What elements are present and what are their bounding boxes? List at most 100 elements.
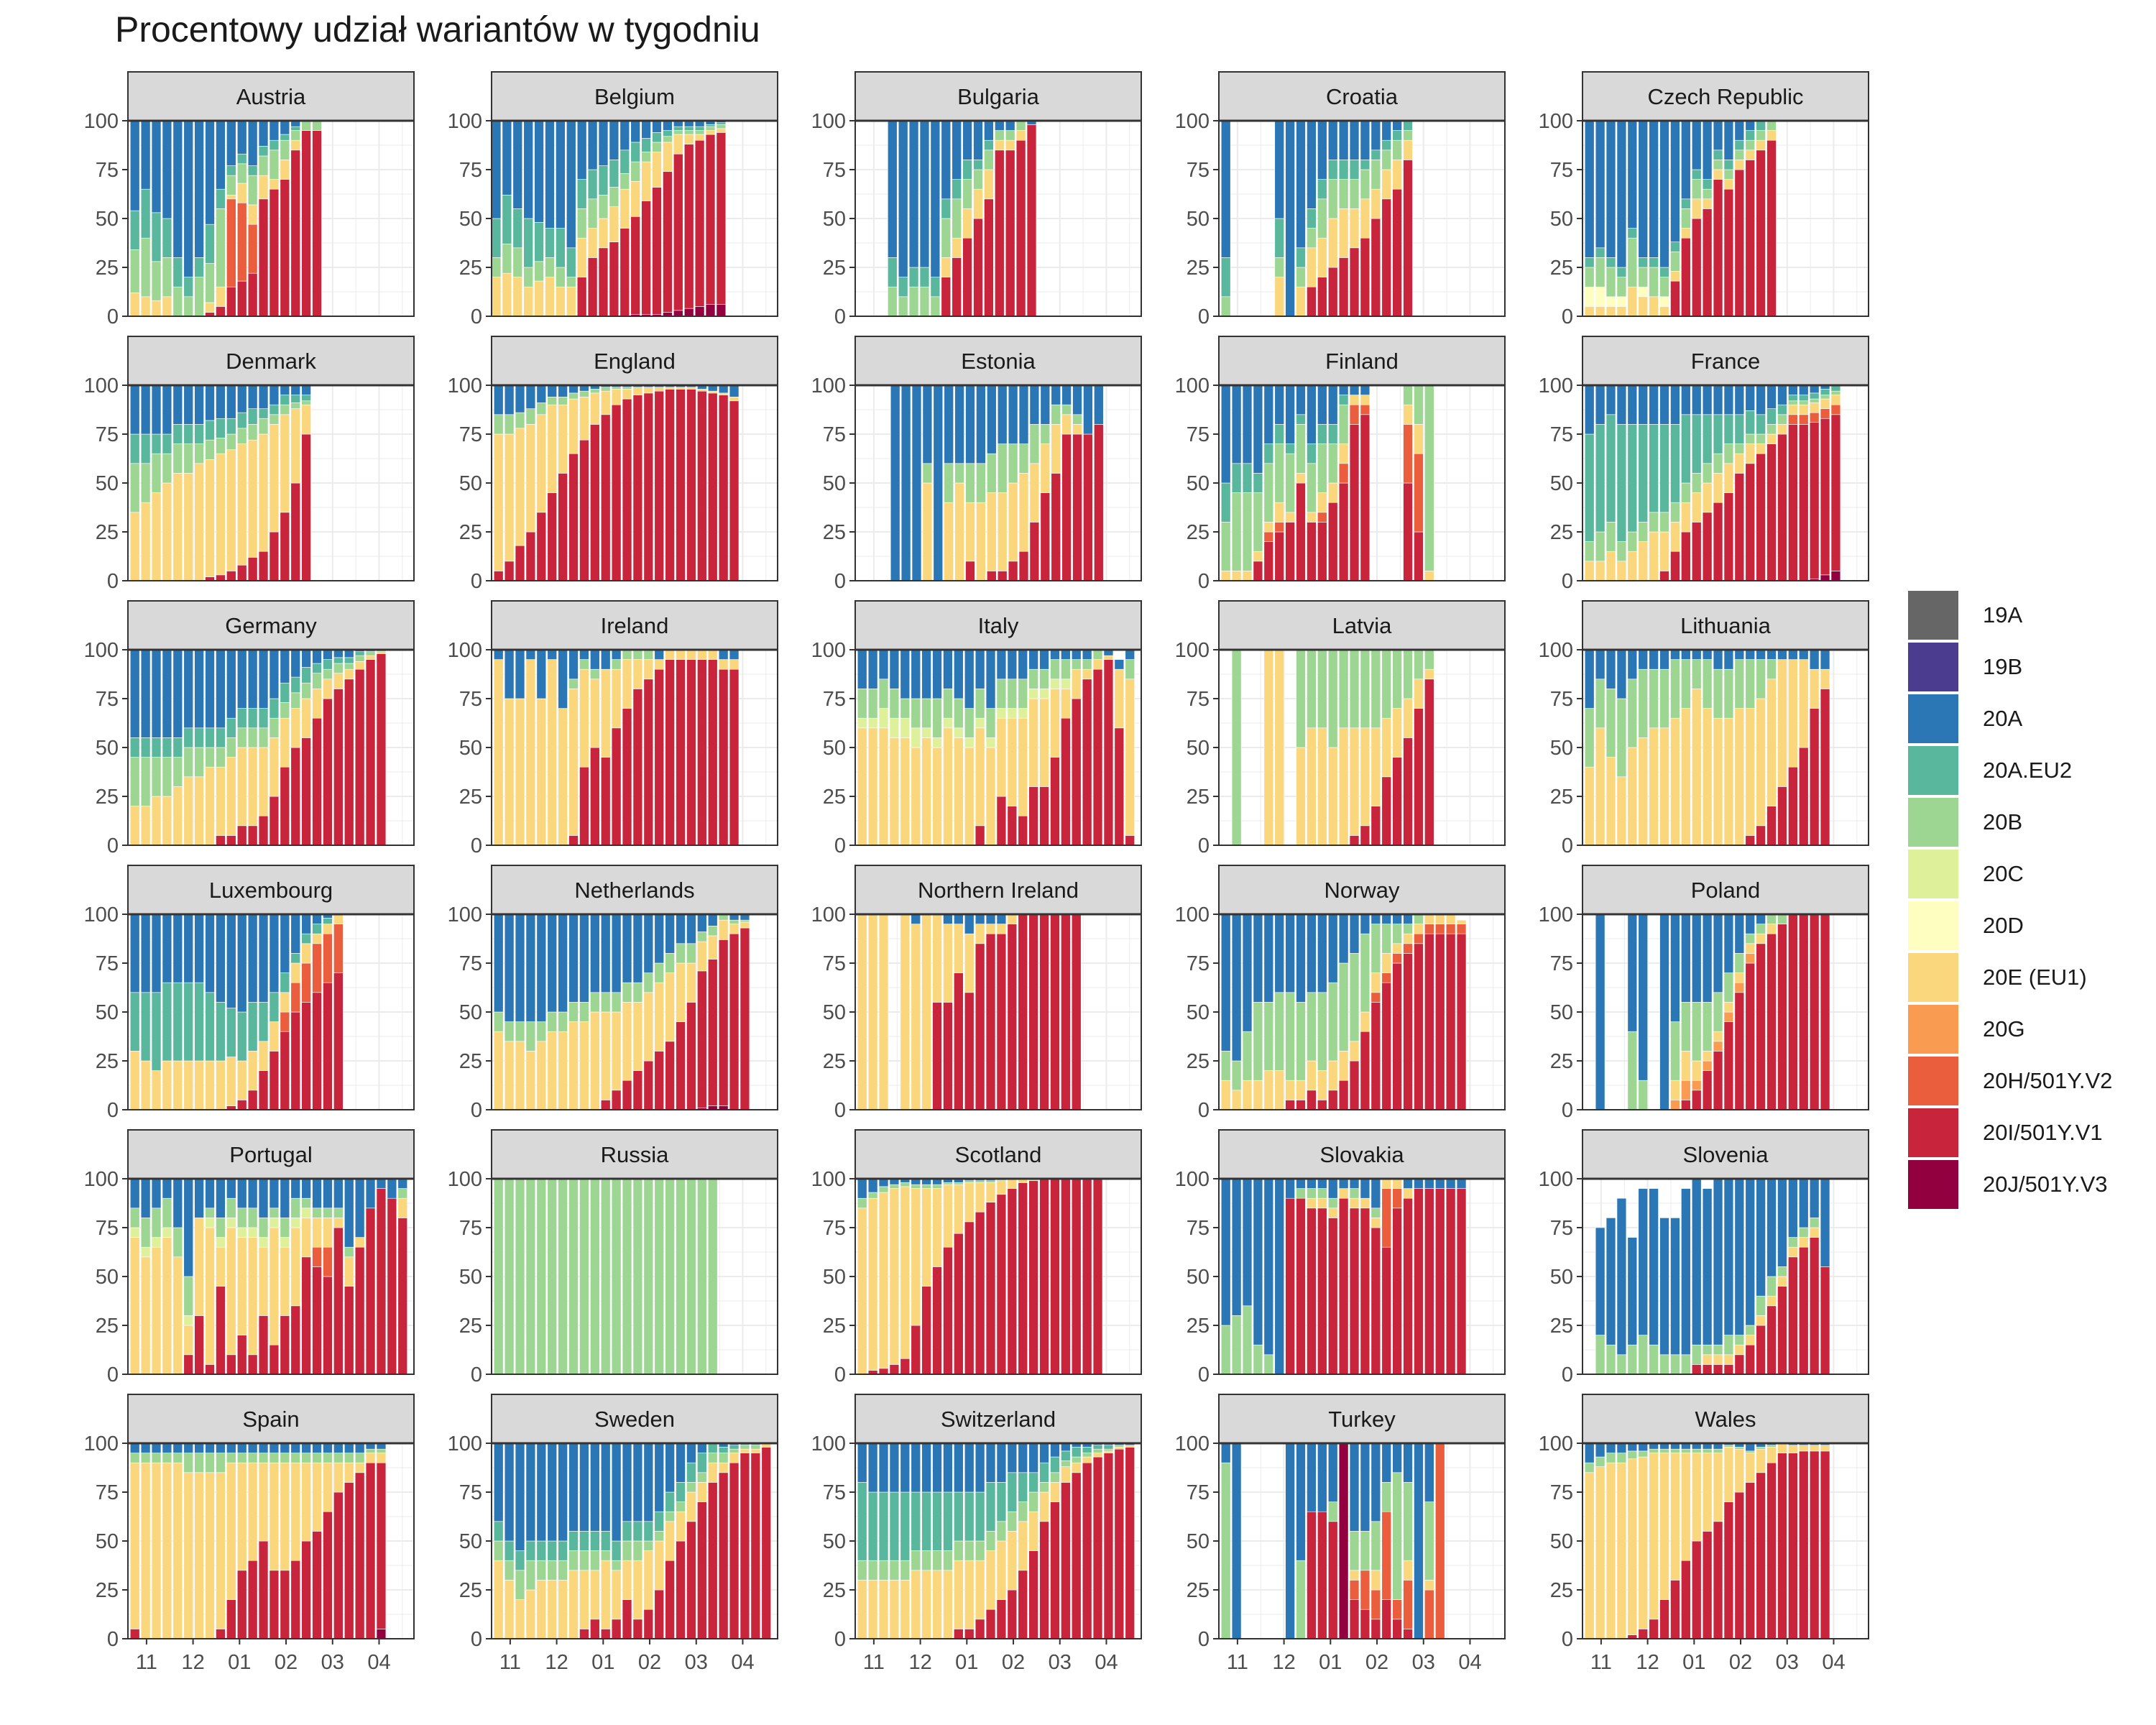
bar-segment (301, 395, 311, 402)
bar-segment (344, 1246, 354, 1258)
bar-segment (269, 649, 280, 699)
bar-segment (236, 428, 247, 444)
bar-segment (1584, 267, 1595, 288)
bar-segment (922, 385, 933, 464)
bar-segment (643, 992, 654, 1062)
bar-segment (632, 1178, 643, 1375)
bar-segment (911, 727, 921, 748)
bar-segment (1327, 1501, 1338, 1522)
bar-segment (504, 1540, 515, 1561)
bar-segment (301, 1462, 311, 1542)
bar-segment (1766, 1445, 1777, 1448)
bar-segment (1723, 385, 1734, 415)
bar-segment (323, 1511, 333, 1639)
bar-segment (1691, 1453, 1702, 1542)
bar-segment (1381, 150, 1391, 170)
bar-segment (236, 825, 247, 846)
bar-segment (954, 1629, 964, 1639)
bar-segment (1659, 267, 1669, 277)
bar-segment (1820, 1266, 1830, 1375)
bar-segment (1370, 1208, 1381, 1218)
y-tick-label: 25 (1187, 1579, 1210, 1602)
bar-segment (590, 914, 600, 993)
y-tick-label: 50 (96, 472, 119, 495)
bar-segment (1403, 649, 1413, 699)
bar-segment (1745, 933, 1755, 944)
bar-segment (280, 120, 290, 135)
bar-segment (1745, 708, 1755, 836)
bar-segment (1670, 659, 1680, 719)
bar-segment (1788, 1256, 1798, 1375)
bar-segment (900, 717, 911, 738)
bar-segment (1231, 1090, 1242, 1110)
bar-segment (889, 1560, 900, 1581)
bar-segment (226, 1218, 236, 1228)
bar-segment (547, 404, 557, 493)
bar-segment (579, 1178, 589, 1375)
bar-segment (323, 668, 333, 680)
bar-segment (290, 1178, 300, 1199)
bar-segment (964, 1491, 975, 1542)
bar-segment (587, 228, 598, 258)
bar-segment (1606, 1344, 1616, 1375)
y-tick-label: 75 (1187, 1481, 1210, 1504)
bar-segment (558, 914, 568, 1013)
bar-segment (1220, 1080, 1231, 1110)
bar-segment (1616, 1197, 1627, 1356)
bar-segment (312, 1178, 322, 1209)
bar-segment (609, 242, 619, 317)
bar-segment (1659, 649, 1669, 670)
bar-segment (889, 689, 900, 719)
bar-segment (632, 1002, 643, 1071)
bar-segment (247, 1227, 258, 1238)
bar-segment (247, 1443, 258, 1453)
bar-segment (1616, 649, 1627, 699)
legend-swatch (1908, 1160, 1958, 1209)
y-tick-label: 50 (1187, 737, 1210, 760)
bar-segment (1231, 914, 1242, 1062)
bar-segment (1327, 1443, 1338, 1502)
bar-segment (1220, 385, 1231, 484)
bar-segment (1092, 668, 1103, 846)
bar-segment (1231, 571, 1242, 581)
bar-segment (515, 428, 525, 546)
bar-segment (611, 1178, 622, 1375)
y-tick-label: 25 (96, 257, 119, 280)
bar-segment (1018, 678, 1028, 709)
bar-segment (323, 1453, 333, 1463)
bar-segment (965, 463, 975, 503)
bar-segment (247, 1178, 258, 1209)
bar-segment (954, 385, 964, 464)
bar-segment (1338, 727, 1349, 846)
bar-segment (1338, 1197, 1349, 1375)
bar-segment (1627, 385, 1638, 425)
bar-segment (1584, 120, 1595, 258)
bar-segment (1061, 717, 1071, 846)
bar-segment (1242, 385, 1253, 464)
y-tick-label: 75 (459, 1217, 482, 1240)
bar-segment (1263, 385, 1274, 444)
bar-segment (941, 277, 952, 317)
facet-strip (127, 336, 415, 386)
bar-segment (568, 678, 579, 689)
bar-segment (290, 953, 300, 964)
bar-segment (663, 142, 673, 172)
bar-segment (216, 208, 226, 288)
bar-segment (140, 649, 151, 738)
y-tick-label: 0 (1198, 1628, 1210, 1651)
bar-segment (1349, 385, 1360, 395)
bar-segment (1285, 1443, 1295, 1639)
bar-segment (1713, 1031, 1723, 1042)
y-tick-label: 25 (1550, 257, 1573, 280)
bar-segment (889, 1188, 900, 1365)
bar-segment (1691, 414, 1702, 474)
bar-segment (1777, 786, 1787, 846)
bar-segment (900, 385, 911, 581)
bar-segment (619, 173, 630, 190)
bar-segment (1220, 571, 1231, 581)
bar-segment (1039, 668, 1049, 689)
bar-segment (683, 134, 694, 144)
legend-swatch (1908, 1108, 1958, 1157)
bar-segment (151, 261, 162, 301)
